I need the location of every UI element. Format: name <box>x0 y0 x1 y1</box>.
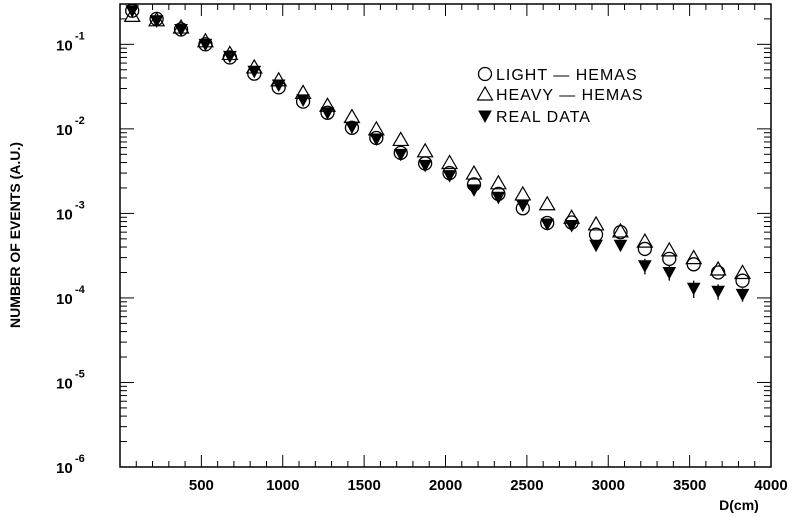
data-point <box>686 282 701 296</box>
y-tick-label-exponent: -6 <box>75 453 85 465</box>
series-1 <box>125 3 750 288</box>
data-point <box>491 191 506 205</box>
data-point <box>393 148 408 162</box>
data-point <box>345 121 359 135</box>
data-point <box>540 218 555 232</box>
data-point <box>709 260 727 276</box>
data-point <box>613 225 628 240</box>
y-tick-label-exponent: -5 <box>75 368 85 380</box>
x-tick-label: 3000 <box>592 477 625 494</box>
data-point <box>587 215 605 231</box>
series-2 <box>123 7 752 280</box>
data-point <box>418 159 432 173</box>
data-point <box>710 265 726 280</box>
plot-frame <box>119 3 772 468</box>
data-point <box>735 273 750 288</box>
data-point <box>344 120 360 135</box>
data-point <box>638 260 652 273</box>
data-point <box>636 232 654 248</box>
y-tick-label-base: 10 <box>56 122 73 139</box>
series-3 <box>125 5 750 302</box>
data-point <box>392 131 410 147</box>
data-point <box>369 133 384 146</box>
data-point <box>662 266 677 280</box>
data-point <box>343 108 361 124</box>
data-point <box>367 120 385 136</box>
legend-marker <box>478 110 492 124</box>
data-point <box>247 65 262 79</box>
data-point <box>442 170 457 183</box>
legend-marker <box>477 66 493 82</box>
x-tick-label: 2000 <box>429 477 462 494</box>
data-marks <box>123 3 752 302</box>
data-point <box>514 185 532 201</box>
legend-label: REAL DATA <box>496 109 591 126</box>
x-tick-label: 4000 <box>754 477 787 494</box>
data-point <box>320 107 335 120</box>
y-axis: 10-110-210-310-410-510-6 <box>56 18 771 477</box>
data-point <box>564 219 579 233</box>
data-point <box>149 15 164 28</box>
y-tick-label-base: 10 <box>56 206 73 223</box>
x-axis-title: D(cm) <box>719 497 759 513</box>
data-point <box>489 174 507 190</box>
legend-label: HEAVY — HEMAS <box>496 87 644 104</box>
data-point <box>611 222 629 238</box>
y-tick-label-exponent: -4 <box>75 284 86 296</box>
data-point <box>441 154 459 170</box>
plot-border <box>119 3 772 468</box>
y-tick-label-exponent: -2 <box>75 115 85 127</box>
legend-marker <box>476 85 494 101</box>
y-tick-label-base: 10 <box>56 375 73 392</box>
data-point <box>660 241 678 257</box>
data-point <box>125 5 140 18</box>
x-tick-label: 500 <box>189 477 214 494</box>
data-point <box>271 79 286 93</box>
x-axis: 500 1000 1500 2000 2500 3000 3500 4000 <box>119 4 788 494</box>
x-tick-label: 2500 <box>510 477 543 494</box>
legend: LIGHT — HEMAS HEAVY — HEMAS REAL DATA <box>476 66 644 126</box>
legend-label: LIGHT — HEMAS <box>496 67 638 84</box>
data-point <box>538 195 556 211</box>
y-axis-title: NUMBER OF EVENTS (A.U.) <box>7 142 23 328</box>
data-point <box>735 288 750 302</box>
data-point <box>637 241 653 257</box>
data-point <box>467 184 481 197</box>
y-tick-label-exponent: -1 <box>75 30 85 42</box>
data-point <box>465 164 483 180</box>
y-tick-label-exponent: -3 <box>75 199 85 211</box>
data-point <box>613 239 628 253</box>
y-tick-label-base: 10 <box>56 291 73 308</box>
data-point <box>123 7 141 22</box>
data-point <box>174 23 188 37</box>
data-point <box>662 251 677 266</box>
data-point <box>711 285 725 299</box>
x-tick-label: 1000 <box>266 477 299 494</box>
y-tick-label-base: 10 <box>56 37 73 54</box>
data-point <box>733 264 752 280</box>
data-point <box>416 142 434 158</box>
data-point <box>198 38 213 52</box>
data-point <box>686 257 701 272</box>
data-point <box>515 199 530 213</box>
data-point <box>589 239 603 253</box>
y-tick-label-base: 10 <box>56 460 73 477</box>
x-tick-label: 1500 <box>347 477 380 494</box>
data-point <box>685 249 703 265</box>
data-point <box>223 50 237 64</box>
data-point <box>296 94 310 107</box>
x-tick-label: 3500 <box>673 477 706 494</box>
